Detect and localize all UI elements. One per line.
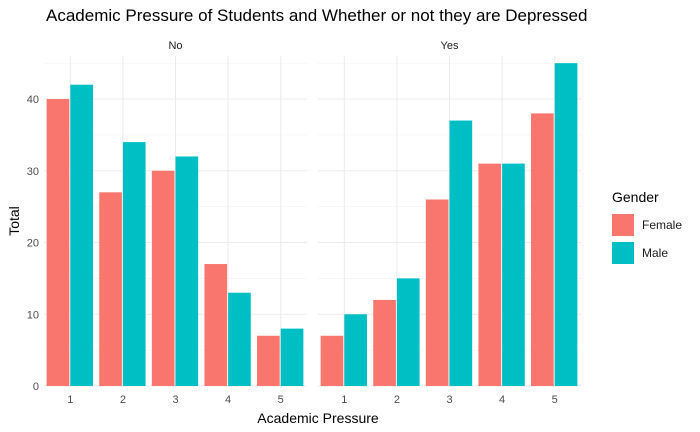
bar-yes-male-5 <box>554 63 578 386</box>
bar-no-female-2 <box>99 192 122 386</box>
bar-no-male-1 <box>70 84 93 387</box>
bar-no-female-1 <box>46 99 70 386</box>
bar-yes-male-4 <box>502 163 525 386</box>
y-tick-label: 40 <box>27 94 39 106</box>
bar-no-female-4 <box>204 264 228 386</box>
bar-no-female-5 <box>257 335 280 386</box>
bar-no-male-5 <box>280 328 304 386</box>
y-axis-title: Total <box>6 206 22 236</box>
legend-title: Gender <box>612 189 659 205</box>
y-tick-label: 0 <box>33 381 39 393</box>
x-tick-label: 4 <box>499 394 505 406</box>
bar-yes-female-5 <box>531 113 554 387</box>
y-tick-label: 20 <box>27 238 39 250</box>
bar-yes-female-1 <box>320 335 344 386</box>
bar-yes-male-1 <box>344 314 367 386</box>
x-tick-label: 4 <box>225 394 231 406</box>
legend-label-male: Male <box>642 246 669 260</box>
bar-yes-male-2 <box>396 278 420 386</box>
bar-yes-male-3 <box>449 120 473 386</box>
legend-item-male: Male <box>612 239 682 267</box>
bar-no-female-3 <box>151 170 175 386</box>
y-tick-label: 10 <box>27 309 39 321</box>
x-tick-label: 3 <box>446 394 452 406</box>
x-tick-label: 5 <box>552 394 558 406</box>
bar-no-male-4 <box>228 292 251 386</box>
legend-label-female: Female <box>642 218 683 232</box>
bar-yes-female-4 <box>478 163 502 386</box>
x-axis-title: Academic Pressure <box>257 410 379 426</box>
bar-no-male-3 <box>175 156 199 386</box>
legend-key-female <box>612 214 634 236</box>
x-tick-label: 1 <box>341 394 347 406</box>
facet-label-yes: Yes <box>441 40 459 52</box>
x-tick-label: 2 <box>394 394 400 406</box>
bar-yes-female-3 <box>425 199 449 386</box>
x-tick-label: 3 <box>172 394 178 406</box>
y-tick-label: 30 <box>27 166 39 178</box>
facet-label-no: No <box>168 40 182 52</box>
bar-no-male-2 <box>122 142 146 386</box>
bar-yes-female-2 <box>373 299 396 386</box>
x-tick-label: 5 <box>278 394 284 406</box>
legend-item-female: Female <box>612 211 682 239</box>
chart-title: Academic Pressure of Students and Whethe… <box>46 6 588 25</box>
legend-key-male <box>612 242 634 264</box>
x-tick-label: 2 <box>120 394 126 406</box>
x-tick-label: 1 <box>67 394 73 406</box>
legend: Gender Female Male <box>612 189 682 267</box>
